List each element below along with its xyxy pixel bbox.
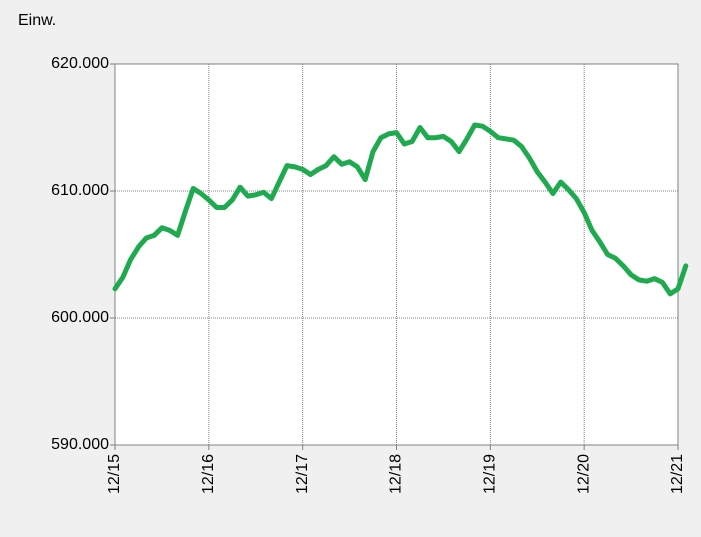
x-tick-label: 12/17 <box>294 454 311 494</box>
x-tick-label: 12/19 <box>482 454 499 494</box>
y-tick-label: 590.000 <box>51 436 109 453</box>
data-line <box>112 122 689 297</box>
y-tick-label: 620.000 <box>51 55 109 72</box>
x-tick-label: 12/21 <box>669 454 686 494</box>
x-tick-label: 12/16 <box>200 454 217 494</box>
x-tick-label: 12/15 <box>106 454 123 494</box>
y-axis-label: Einw. <box>18 12 56 29</box>
x-tick-label: 12/18 <box>388 454 405 494</box>
x-tick-label: 12/20 <box>575 454 592 494</box>
y-tick-label: 600.000 <box>51 309 109 326</box>
y-tick-label: 610.000 <box>51 182 109 199</box>
